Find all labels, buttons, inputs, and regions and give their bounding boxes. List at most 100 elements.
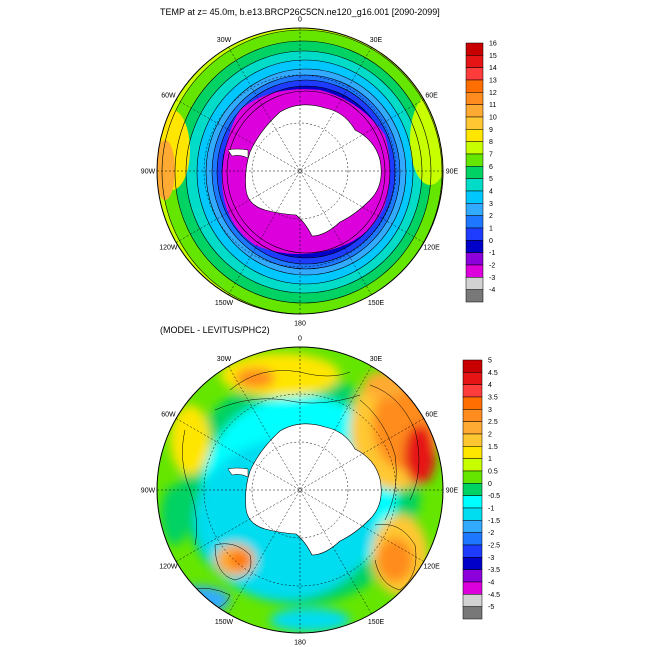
top-antarctica-landmass bbox=[245, 104, 382, 237]
top-colorbar-swatch bbox=[465, 252, 484, 266]
top-lon-label: 120E bbox=[423, 245, 440, 252]
bottom-colorbar-swatch bbox=[462, 470, 483, 484]
bottom-colorbar-swatch bbox=[462, 483, 483, 496]
bottom-colorbar-label: 3.5 bbox=[488, 395, 498, 402]
bottom-colorbar-label: 5 bbox=[488, 358, 492, 365]
bottom-colorbar-swatch bbox=[462, 372, 483, 385]
top-colorbar-swatch bbox=[465, 141, 484, 155]
bottom-colorbar: 5 4.5 4 3.5 3 2.5 2 1.5 1 0.5 0 -0.5 -1 -1.5 -2 -2.5 -3 -… bbox=[462, 358, 500, 620]
bottom-colorbar-swatch bbox=[462, 520, 483, 533]
bottom-lon-label: 180 bbox=[294, 640, 306, 647]
bottom-colorbar-swatch bbox=[462, 581, 483, 595]
top-map-title: TEMP at z= 45.0m, b.e13.BRCP26C5CN.ne120… bbox=[160, 7, 440, 17]
bottom-colorbar-swatch bbox=[462, 557, 483, 570]
top-lon-label: 60E bbox=[425, 93, 438, 100]
top-lon-label: 30W bbox=[217, 37, 232, 44]
bottom-lon-label: 60W bbox=[161, 412, 176, 419]
bottom-lon-labels: 0 30E 60E 90E 120E 150E 180 150W 120W 90W 60W 30W bbox=[141, 336, 459, 647]
bottom-colorbar-label: 2.5 bbox=[488, 419, 498, 426]
bottom-colorbar-swatch bbox=[462, 359, 483, 373]
top-colorbar-swatch bbox=[465, 178, 484, 192]
bottom-colorbar-swatch bbox=[462, 409, 483, 422]
top-colorbar-label: 15 bbox=[489, 53, 497, 60]
bottom-colorbar-label: 0.5 bbox=[488, 469, 498, 476]
bottom-colorbar-swatch bbox=[462, 446, 483, 459]
bottom-polar-map: 0 30E 60E 90E 120E 150E 180 150W 120W 90W 60W 30W bbox=[141, 336, 459, 647]
bottom-colorbar-label: -2.5 bbox=[488, 543, 500, 550]
bottom-lon-label: 150E bbox=[368, 619, 385, 626]
top-colorbar-swatch bbox=[465, 92, 484, 105]
bottom-colorbar-swatch bbox=[462, 569, 483, 583]
top-colorbar-label: 11 bbox=[489, 102, 496, 109]
top-colorbar-label: 12 bbox=[489, 90, 497, 97]
top-colorbar-swatch bbox=[465, 190, 484, 204]
bottom-colorbar-swatch bbox=[462, 384, 483, 398]
top-colorbar-label: 7 bbox=[489, 152, 493, 159]
top-colorbar-label: 16 bbox=[489, 41, 497, 48]
top-colorbar-swatch bbox=[465, 129, 484, 142]
bottom-colorbar-swatch bbox=[462, 507, 483, 521]
top-colorbar-label: 2 bbox=[489, 213, 493, 220]
top-colorbar-swatch bbox=[465, 289, 484, 303]
bottom-colorbar-label: 0 bbox=[488, 481, 492, 488]
bottom-colorbar-label: -1.5 bbox=[488, 518, 500, 525]
bottom-colorbar-label: 3 bbox=[488, 407, 492, 414]
top-colorbar-swatch bbox=[465, 277, 484, 290]
top-colorbar-swatch bbox=[465, 166, 484, 179]
top-colorbar-label: -3 bbox=[489, 275, 495, 282]
top-colorbar-swatch bbox=[465, 79, 484, 93]
bottom-map-title: (MODEL - LEVITUS/PHC2) bbox=[160, 325, 270, 335]
bottom-colorbar-swatch bbox=[462, 594, 483, 607]
top-lon-label: 90E bbox=[446, 169, 459, 176]
bottom-colorbar-label: -4 bbox=[488, 580, 494, 587]
bottom-lon-label: 150W bbox=[215, 619, 234, 626]
top-colorbar-label: 1 bbox=[489, 226, 493, 233]
top-colorbar-swatch bbox=[465, 215, 484, 229]
top-colorbar-swatch bbox=[465, 227, 484, 241]
top-colorbar-label: 10 bbox=[489, 115, 497, 122]
bottom-colorbar-label: 4.5 bbox=[488, 370, 498, 377]
bottom-lon-label: 60E bbox=[425, 412, 438, 419]
top-colorbar-label: -1 bbox=[489, 250, 495, 257]
top-colorbar-label: 6 bbox=[489, 164, 493, 171]
bottom-colorbar-swatch bbox=[462, 421, 483, 435]
top-map-field bbox=[157, 28, 443, 314]
bottom-colorbar-swatch bbox=[462, 544, 483, 558]
top-colorbar-swatch bbox=[465, 55, 484, 68]
top-colorbar-swatch bbox=[465, 240, 484, 253]
bottom-lon-label: 120E bbox=[423, 564, 440, 571]
top-colorbar-label: 13 bbox=[489, 78, 497, 85]
bottom-colorbar-label: 1 bbox=[488, 456, 492, 463]
bottom-colorbar-label: -3 bbox=[488, 555, 494, 562]
top-colorbar-swatch bbox=[465, 104, 484, 118]
top-colorbar-swatch bbox=[465, 203, 484, 216]
bottom-colorbar-label: -4.5 bbox=[488, 592, 500, 599]
bottom-colorbar-swatch bbox=[462, 433, 483, 447]
bottom-colorbar-swatch bbox=[462, 532, 483, 546]
top-lon-label: 180 bbox=[294, 321, 306, 328]
bottom-colorbar-label: 4 bbox=[488, 382, 492, 389]
top-colorbar-swatch bbox=[465, 116, 484, 130]
bottom-colorbar-label: -3.5 bbox=[488, 567, 500, 574]
top-colorbar-label: 9 bbox=[489, 127, 493, 134]
bottom-lon-label: 30E bbox=[370, 356, 383, 363]
top-colorbar-label: 0 bbox=[489, 238, 493, 245]
top-lon-label: 120W bbox=[159, 245, 178, 252]
bottom-lon-label: 0 bbox=[298, 336, 302, 343]
bottom-colorbar-label: -2 bbox=[488, 530, 494, 537]
top-colorbar-label: 14 bbox=[489, 65, 497, 72]
bottom-map-border bbox=[156, 346, 444, 634]
top-lon-label: 150W bbox=[215, 300, 234, 307]
bottom-colorbar-label: -5 bbox=[488, 604, 494, 611]
bottom-colorbar-swatch bbox=[462, 495, 483, 509]
bottom-lon-label: 120W bbox=[159, 564, 178, 571]
bottom-colorbar-swatch bbox=[462, 458, 483, 472]
top-colorbar-swatch bbox=[465, 67, 484, 81]
top-lon-labels: 0 30E 60E 90E 120E 150E 180 150W 120W 90W 60W 30W bbox=[141, 17, 459, 328]
top-colorbar-swatch bbox=[465, 264, 484, 278]
bottom-lon-label: 90E bbox=[446, 488, 459, 495]
top-colorbar-label: -4 bbox=[489, 287, 495, 294]
